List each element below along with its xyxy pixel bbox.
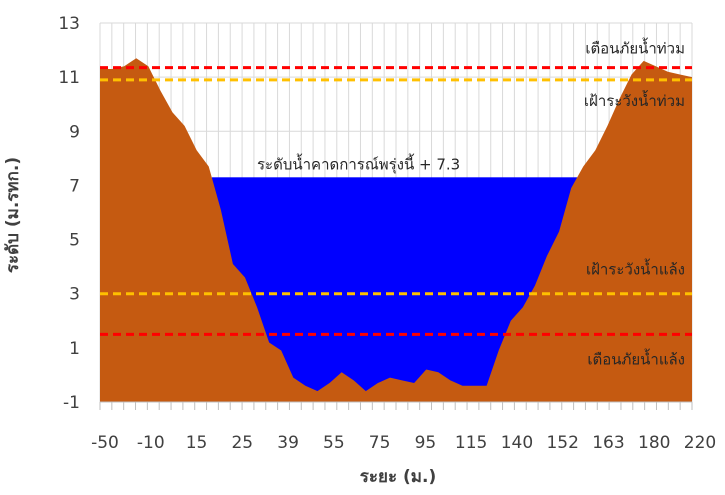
x-tick-label-11: 163	[592, 433, 624, 453]
y-tick-label-6: 11	[58, 68, 80, 88]
reference-lines	[100, 66, 692, 336]
x-tick-label-5: 55	[323, 433, 345, 453]
x-tick-label-10: 152	[546, 433, 578, 453]
x-tick-label-4: 39	[277, 433, 299, 453]
x-tick-label-9: 140	[501, 433, 533, 453]
x-tick-label-2: 15	[186, 433, 208, 453]
area-layer	[100, 58, 692, 402]
x-axis-title: ระยะ (ม.)	[360, 467, 436, 487]
riverbed-area	[100, 58, 692, 402]
y-tick-label-2: 3	[69, 285, 80, 305]
y-tick-label-1: 1	[69, 339, 80, 359]
label-flood-watch: เฝ้าระวังน้ำท่วม	[584, 90, 685, 110]
y-tick-label-3: 5	[69, 231, 80, 251]
label-flood-warning: เตือนภัยน้ำท่วม	[585, 38, 685, 58]
x-tick-label-1: -10	[137, 433, 165, 453]
annotation-layer: เตือนภัยน้ำท่วมเฝ้าระวังน้ำท่วมเฝ้าระวัง…	[257, 38, 685, 369]
x-tick-label-12: 180	[638, 433, 670, 453]
x-tick-label-0: -50	[91, 433, 119, 453]
y-tick-label-5: 9	[69, 122, 80, 142]
y-axis-title: ระดับ (ม.รทก.)	[3, 157, 23, 273]
y-tick-label-4: 7	[69, 176, 80, 196]
x-tick-label-6: 75	[369, 433, 391, 453]
label-drought-watch: เฝ้าระวังน้ำแล้ง	[586, 259, 685, 279]
y-tick-label-0: -1	[63, 393, 80, 413]
label-drought-warning: เตือนภัยน้ำแล้ง	[587, 348, 685, 368]
x-tick-label-3: 25	[231, 433, 253, 453]
x-tick-label-13: 220	[684, 433, 716, 453]
x-tick-label-7: 95	[415, 433, 437, 453]
y-tick-label-7: 13	[58, 14, 80, 34]
x-tick-label-8: 115	[455, 433, 487, 453]
label-water-level: ระดับน้ำคาดการณ์พรุ่งนี้ + 7.3	[257, 153, 460, 174]
